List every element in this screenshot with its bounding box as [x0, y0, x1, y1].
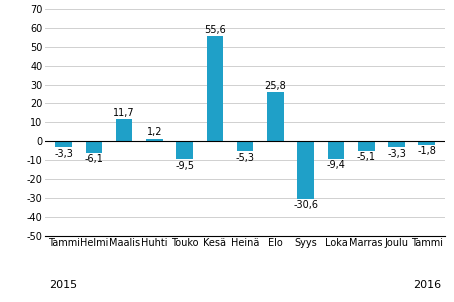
- Bar: [237, 141, 253, 151]
- Text: 1,2: 1,2: [147, 127, 162, 137]
- Bar: [267, 92, 284, 141]
- Text: -3,3: -3,3: [387, 149, 406, 159]
- Bar: [176, 141, 193, 159]
- Bar: [328, 141, 344, 159]
- Bar: [358, 141, 375, 151]
- Text: 2015: 2015: [49, 280, 78, 290]
- Text: -30,6: -30,6: [293, 201, 318, 210]
- Text: 2016: 2016: [413, 280, 441, 290]
- Bar: [55, 141, 72, 147]
- Text: -5,1: -5,1: [357, 152, 376, 162]
- Text: -1,8: -1,8: [417, 146, 436, 156]
- Bar: [207, 36, 223, 141]
- Bar: [85, 141, 102, 153]
- Bar: [388, 141, 405, 147]
- Text: 11,7: 11,7: [114, 108, 135, 117]
- Text: -9,5: -9,5: [175, 161, 194, 171]
- Text: -9,4: -9,4: [326, 160, 345, 170]
- Bar: [419, 141, 435, 145]
- Text: -3,3: -3,3: [54, 149, 73, 159]
- Text: 25,8: 25,8: [265, 81, 286, 91]
- Text: 55,6: 55,6: [204, 25, 226, 35]
- Text: -6,1: -6,1: [84, 154, 103, 164]
- Bar: [116, 119, 133, 141]
- Text: -5,3: -5,3: [236, 153, 255, 163]
- Bar: [297, 141, 314, 199]
- Bar: [146, 139, 163, 141]
